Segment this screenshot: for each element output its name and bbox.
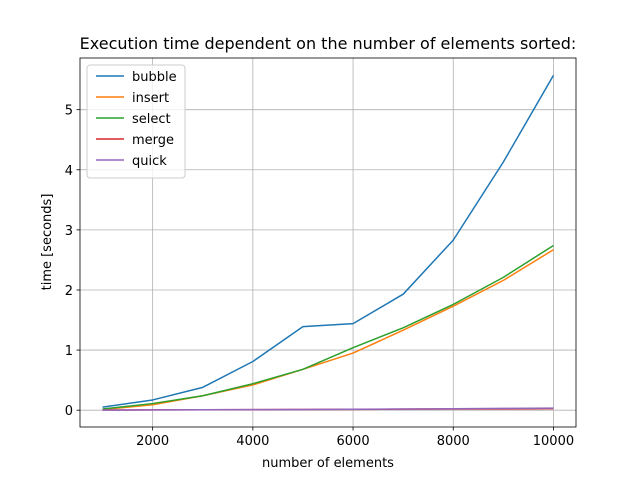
y-axis-label: time [seconds] bbox=[40, 194, 55, 291]
y-tick-label: 2 bbox=[65, 284, 73, 299]
series-line-insert bbox=[102, 249, 554, 411]
x-tick-label: 2000 bbox=[136, 434, 169, 449]
series-line-select bbox=[102, 244, 554, 410]
y-tick-label: 0 bbox=[65, 404, 73, 419]
legend-box bbox=[86, 64, 186, 179]
axis-ticks: 2000 4000 6000 8000 10000 0 1 2 3 4 5 bbox=[65, 104, 574, 449]
x-tick-label: 8000 bbox=[437, 434, 470, 449]
plot-frame bbox=[79, 57, 577, 428]
y-tick-label: 1 bbox=[65, 344, 73, 359]
series-line-quick bbox=[102, 407, 554, 411]
y-tick-label: 4 bbox=[65, 164, 73, 179]
legend: bubble insert select merge quick bbox=[86, 64, 186, 179]
legend-label-insert: insert bbox=[132, 91, 169, 106]
series-lines bbox=[102, 75, 555, 411]
y-tick-label: 5 bbox=[65, 104, 73, 119]
series-line-bubble bbox=[102, 75, 555, 408]
x-tick-label: 10000 bbox=[533, 434, 574, 449]
x-tick-label: 4000 bbox=[236, 434, 269, 449]
legend-label-merge: merge bbox=[132, 133, 174, 148]
x-tick-label: 6000 bbox=[337, 434, 370, 449]
legend-label-quick: quick bbox=[132, 154, 167, 169]
chart-title: Execution time dependent on the number o… bbox=[80, 34, 577, 53]
legend-label-bubble: bubble bbox=[132, 70, 177, 85]
x-axis-label: number of elements bbox=[262, 456, 394, 471]
y-tick-label: 3 bbox=[65, 224, 73, 239]
legend-label-select: select bbox=[132, 112, 171, 127]
